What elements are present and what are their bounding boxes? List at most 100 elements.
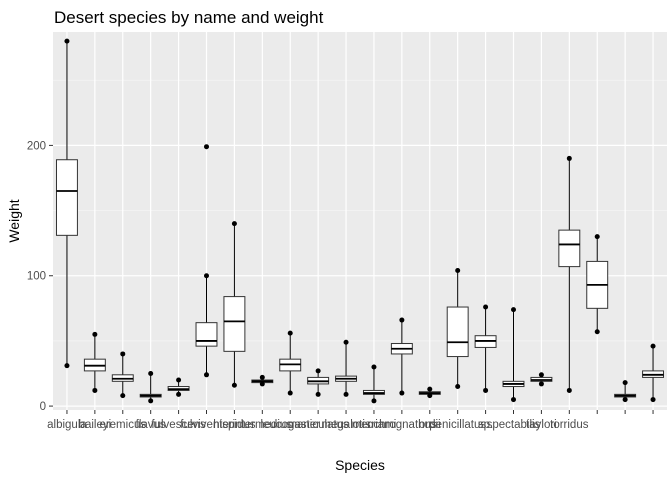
whisker-end-point: [120, 393, 126, 399]
whisker-end-point: [538, 372, 544, 378]
box-group: [55, 38, 78, 369]
whisker-end-point: [343, 391, 349, 397]
box-group: [167, 377, 190, 397]
whisker-end-point: [343, 339, 349, 345]
x-tick-label: fulvescens: [151, 419, 206, 431]
box-group: [530, 372, 553, 387]
box-group: [223, 221, 246, 388]
whisker-end-point: [511, 307, 516, 313]
whisker-end-point: [64, 38, 70, 44]
whisker-end-point: [148, 398, 154, 404]
x-tick-label: maniculatus: [287, 419, 349, 431]
box: [195, 322, 218, 347]
y-tick-label: 200: [27, 140, 46, 152]
plot-panel: [53, 32, 667, 410]
whisker-end-point: [399, 390, 405, 396]
box-group: [558, 155, 581, 393]
box-group: [614, 380, 637, 403]
whisker-end-point: [92, 331, 98, 337]
whisker-end-point: [427, 393, 433, 399]
whisker-end-point: [287, 390, 293, 396]
whisker-end-point: [371, 398, 377, 404]
whisker-end-point: [622, 397, 628, 403]
box: [223, 296, 246, 352]
x-tick-label: merriami: [352, 419, 397, 431]
box: [446, 306, 469, 358]
x-tick-label: leucogaster: [260, 419, 320, 431]
y-tick-label: 100: [27, 271, 46, 283]
whisker-end-point: [259, 381, 265, 387]
y-axis-title: Weight: [6, 199, 22, 242]
box-group: [586, 234, 609, 335]
whisker-end-point: [287, 330, 293, 336]
x-tick-label: ordii: [419, 419, 441, 431]
box-group: [335, 339, 358, 397]
x-tick-label: eremicus: [99, 419, 146, 431]
y-tick-label: 0: [40, 401, 46, 413]
whisker-end-point: [427, 386, 433, 392]
x-tick-label: penicillatus: [429, 419, 486, 431]
whisker-end-point: [315, 368, 321, 374]
whisker-end-point: [455, 268, 461, 274]
x-tick-label: taylori: [526, 419, 557, 431]
whisker-end-point: [538, 381, 544, 387]
box-group: [362, 364, 385, 404]
box-group: [307, 368, 330, 397]
whisker-end-point: [231, 382, 237, 388]
whisker-end-point: [594, 234, 600, 240]
whisker-end-point: [204, 273, 209, 279]
whisker-end-point: [176, 377, 182, 383]
x-tick-label: baileyi: [79, 419, 112, 431]
y-axis-ticks: 0 100 200: [27, 140, 53, 413]
box-group: [418, 386, 441, 399]
whisker-end-point: [650, 397, 656, 403]
chart-title: Desert species by name and weight: [54, 8, 324, 27]
outlier-point: [204, 144, 209, 150]
x-axis-title: Species: [335, 457, 385, 473]
box-group: [251, 374, 274, 387]
x-tick-label: intermedius: [233, 419, 293, 431]
x-tick-label: spectabilis: [487, 419, 541, 431]
whisker-end-point: [92, 387, 98, 393]
whisker-end-point: [120, 351, 126, 357]
box-series: [55, 38, 665, 404]
x-tick-label: flavus: [136, 419, 166, 431]
whisker-end-point: [64, 363, 70, 369]
whisker-end-point: [204, 372, 209, 378]
box-group: [446, 268, 469, 390]
whisker-end-point: [259, 374, 265, 380]
whisker-end-point: [511, 397, 516, 403]
whisker-end-point: [231, 221, 237, 227]
box-group: [642, 343, 665, 403]
whisker-end-point: [650, 343, 656, 349]
whisker-end-point: [483, 387, 489, 393]
whisker-end-point: [622, 380, 628, 386]
box-group: [390, 317, 413, 396]
box-group: [83, 331, 106, 393]
x-tick-label: torridus: [550, 419, 589, 431]
whisker-end-point: [483, 304, 489, 310]
x-tick-label: ochrognathus: [367, 419, 437, 431]
whisker-end-point: [455, 384, 461, 390]
x-tick-label: albigula: [47, 419, 87, 431]
box-group: [111, 351, 134, 399]
x-tick-label: fulviventer: [180, 419, 233, 431]
x-tick-label: hispidus: [213, 419, 255, 431]
box: [55, 159, 78, 236]
whisker-end-point: [148, 371, 154, 377]
whisker-end-point: [566, 387, 572, 393]
box-group: [279, 330, 302, 396]
x-axis-ticks: albigulabaileyieremicusflavusfulvescensf…: [47, 410, 654, 431]
whisker-end-point: [594, 329, 600, 335]
x-tick-label: megalotis: [321, 419, 370, 431]
box: [558, 229, 581, 268]
box-group: [502, 307, 525, 403]
x-tick-label: sp.: [478, 419, 493, 431]
whisker-end-point: [566, 155, 572, 161]
whisker-end-point: [371, 364, 377, 370]
whisker-end-point: [176, 391, 182, 397]
whisker-end-point: [315, 391, 321, 397]
box-group: [139, 371, 162, 404]
box-group: [195, 144, 218, 378]
